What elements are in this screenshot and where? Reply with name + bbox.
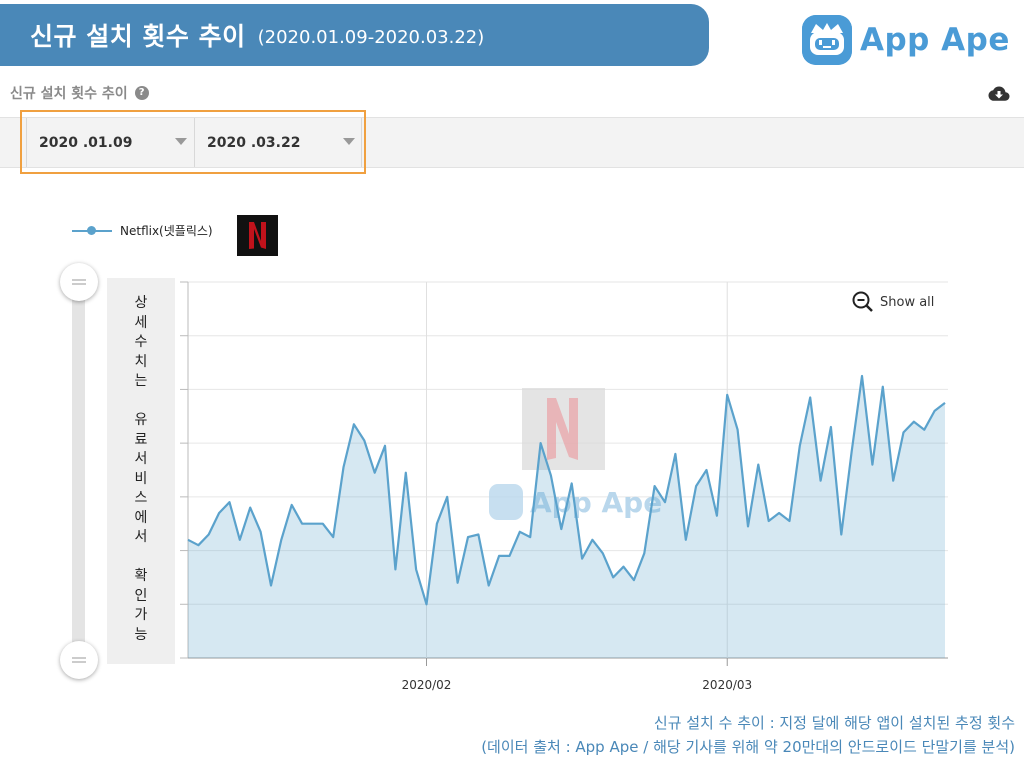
- side-note-char: 수: [134, 334, 148, 350]
- chevron-down-icon: [343, 138, 355, 145]
- side-note-char: 가: [134, 607, 148, 623]
- side-note-char: 세: [134, 314, 148, 331]
- question-circle-icon[interactable]: ?: [134, 86, 149, 100]
- range-slider-bottom-handle[interactable]: [60, 641, 98, 679]
- side-note-char: 에: [134, 509, 148, 526]
- show-all-label: Show all: [880, 294, 935, 310]
- zoom-out-icon: [852, 291, 873, 312]
- date-filter-highlight: [20, 110, 366, 174]
- x-tick-label: 2020/02: [402, 678, 452, 692]
- footer-note-definition: 신규 설치 수 추이 : 지정 달에 해당 앱이 설치된 추정 횟수: [653, 714, 1015, 732]
- app-ape-watermark-icon: [489, 484, 523, 520]
- side-note-char: 비: [134, 470, 148, 487]
- side-note-char: 스: [134, 490, 148, 506]
- title-banner: 신규 설치 횟수 추이 (2020.01.09-2020.03.22): [0, 4, 709, 66]
- side-note-char: 능: [134, 626, 148, 643]
- series-area-netflix: [188, 376, 945, 658]
- app-ape-logo: App Ape: [802, 11, 1010, 69]
- netflix-watermark-letter: [547, 398, 578, 460]
- side-note-char: 확: [134, 568, 148, 584]
- page-title: 신규 설치 횟수 추이: [30, 22, 246, 51]
- legend-series-name: Netflix(넷플릭스): [120, 224, 213, 238]
- side-note-char: 상: [134, 295, 148, 311]
- start-date-value: 2020 .01.09: [39, 134, 133, 151]
- legend-series-marker: [72, 225, 112, 235]
- app-ape-logo-text: App Ape: [860, 22, 1010, 58]
- section-title-text: 신규 설치 횟수 추이: [10, 86, 128, 102]
- date-filter-bar: 2020 .01.09 2020 .03.22: [0, 117, 1024, 168]
- side-note-char: 료: [134, 431, 148, 448]
- start-date-select[interactable]: 2020 .01.09: [26, 118, 194, 167]
- side-note-char: 는: [134, 373, 148, 389]
- app-ape-watermark: App Ape: [530, 486, 662, 519]
- side-note-char: 인: [134, 587, 148, 604]
- end-date-value: 2020 .03.22: [207, 134, 301, 151]
- section-title: 신규 설치 횟수 추이 ?: [10, 83, 149, 103]
- side-note-char: 치: [134, 353, 148, 370]
- x-tick-label: 2020/03: [702, 678, 752, 692]
- side-note-char: 서: [134, 451, 148, 467]
- series-line-netflix: [187, 374, 946, 606]
- chevron-down-icon: [175, 138, 187, 145]
- footer-note-source: (데이터 출처 : App Ape / 해당 기사를 위해 약 20만대의 안드…: [481, 738, 1015, 756]
- show-all-button[interactable]: Show all: [852, 291, 934, 313]
- side-note-char: 서: [134, 529, 148, 545]
- page-date-range: (2020.01.09-2020.03.22): [257, 26, 485, 48]
- side-note-char: 유: [134, 412, 148, 428]
- chart-legend[interactable]: Netflix(넷플릭스): [72, 222, 213, 239]
- range-slider-top-handle[interactable]: [60, 263, 98, 301]
- end-date-select[interactable]: 2020 .03.22: [194, 118, 362, 167]
- range-slider-track[interactable]: [72, 282, 85, 660]
- netflix-logo-icon: [237, 215, 278, 256]
- app-ape-mascot-icon: [802, 15, 852, 65]
- cloud-download-icon[interactable]: [988, 85, 1010, 103]
